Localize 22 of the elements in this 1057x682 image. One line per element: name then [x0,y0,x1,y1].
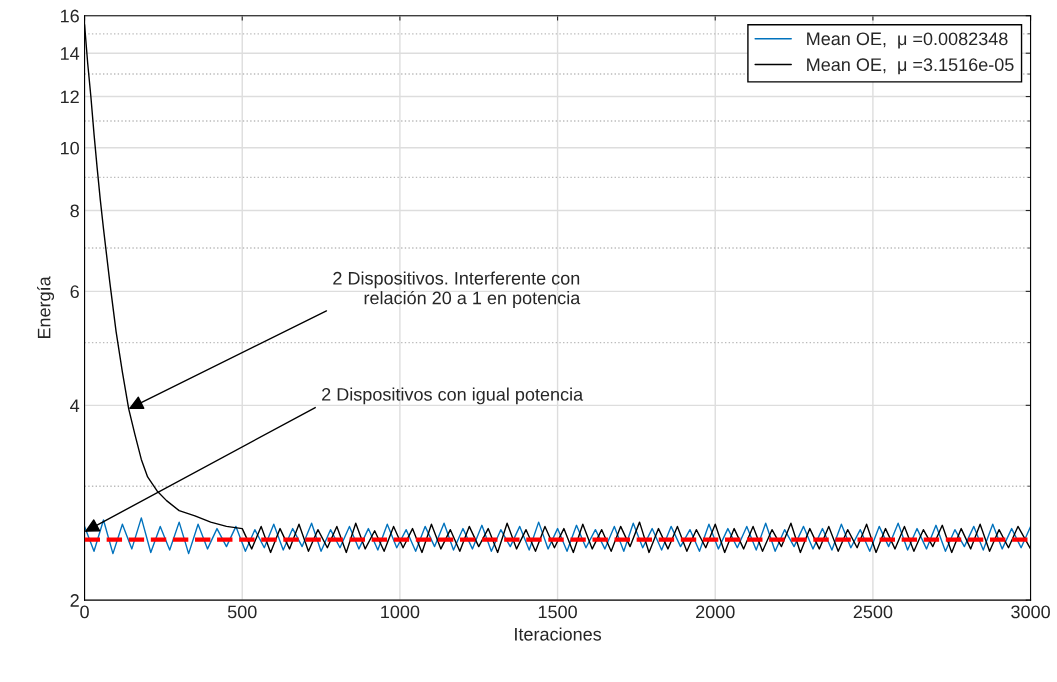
y-tick-label: 4 [70,399,80,412]
y-tick-label: 8 [70,204,79,218]
y-tick-label: 10 [60,141,79,155]
y-tick-label: 2 [70,594,79,607]
x-tick-label: 1000 [381,605,420,619]
legend-label: Mean OE, μ =3.1516e-05 [807,58,1014,75]
y-tick-label: 16 [60,9,79,23]
x-tick-label: 2000 [696,605,735,619]
x-tick-label: 0 [80,605,89,619]
y-tick-label: 14 [60,47,80,60]
x-tick-label: 3000 [1011,605,1050,619]
annotation: 2 Dispositivos con igual potencia [322,387,584,405]
x-tick-label: 1500 [538,605,577,619]
x-axis-title: Iteraciones [515,627,602,641]
line-series [84,517,1031,555]
y-axis-title: Energía [37,276,55,339]
x-tick-label: 2500 [853,605,893,619]
legend-label: Mean OE, μ =0.0082348 [807,32,1008,49]
y-tick-label: 6 [70,285,79,299]
y-tick-label: 12 [60,90,79,104]
x-tick-label: 500 [227,605,257,619]
annotation: 2 Dispositivos. Interferente con relación 20 a 1 en potencia [333,271,581,308]
